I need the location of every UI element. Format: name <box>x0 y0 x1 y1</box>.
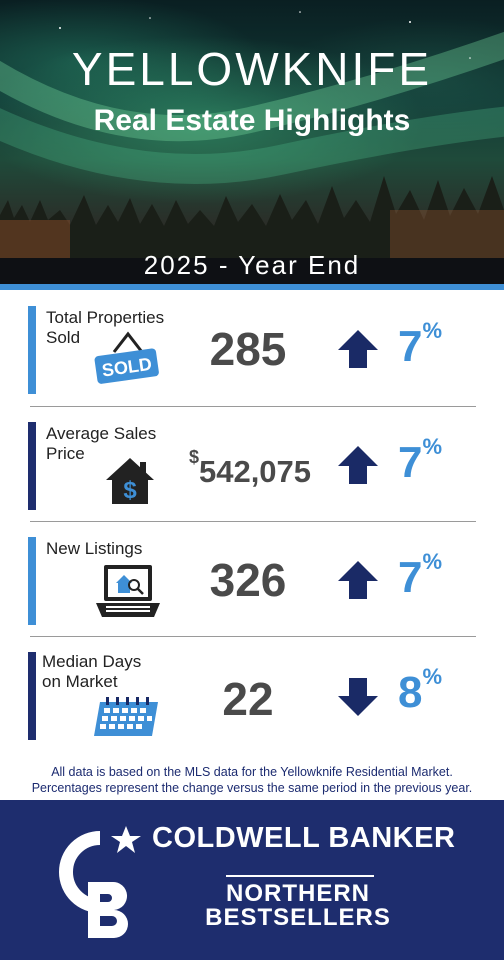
report-period: 2025 - Year End <box>143 250 361 280</box>
stat-value: 285 <box>209 323 287 375</box>
stat-value-number: 542,075 <box>198 454 312 489</box>
stat-change: 8% <box>398 664 442 718</box>
stat-label: Total Properties Sold <box>46 308 164 348</box>
brand-office-line2: BESTSELLERS <box>205 904 391 931</box>
stat-label-line1: Total Properties <box>46 308 165 327</box>
row-accent-bar <box>28 422 36 510</box>
arrow-down-icon <box>338 678 378 716</box>
stat-row-total-sold: Total Properties Sold SOLD 285 7% <box>0 300 504 412</box>
brand-footer: COLDWELL BANKER NORTHERN BESTSELLERS <box>0 800 504 960</box>
stat-label-line2: Price <box>46 444 85 463</box>
house-dollar-text: $ <box>123 477 137 504</box>
brand-office-name: NORTHERN BESTSELLERS <box>152 882 444 930</box>
stat-value: 22 <box>222 673 274 725</box>
percentage-note: Percentages represent the change versus … <box>31 781 473 795</box>
stat-change-value: 7 <box>398 553 423 602</box>
row-accent-bar <box>28 306 36 394</box>
stat-row-average-price: Average Sales Price $ $542,075 7% <box>0 416 504 528</box>
row-divider <box>30 406 476 407</box>
stat-change-unit: % <box>422 549 443 574</box>
hero-banner: YELLOWKNIFE Real Estate Highlights 2025 … <box>0 0 504 290</box>
row-divider <box>30 521 476 522</box>
stat-label-line1: Average Sales <box>46 424 157 443</box>
brand-name: COLDWELL BANKER <box>152 822 456 854</box>
stat-label-line2: on Market <box>42 672 118 691</box>
stat-change-unit: % <box>422 318 443 343</box>
brand-office-line1: NORTHERN <box>226 880 370 907</box>
stat-change: 7% <box>398 549 442 603</box>
stat-change-value: 8 <box>398 668 423 717</box>
row-accent-bar <box>28 537 36 625</box>
arrow-up-icon <box>338 446 378 484</box>
aurora-forest-background <box>0 11 504 284</box>
stat-row-median-days: Median Days on Market 22 8% <box>0 646 504 758</box>
stat-row-new-listings: New Listings 326 7% <box>0 531 504 643</box>
stat-change-value: 7 <box>398 322 423 371</box>
hero-accent-rule <box>0 284 504 290</box>
arrow-up-icon <box>338 330 378 368</box>
stat-change-unit: % <box>422 664 443 689</box>
laptop-listing-icon <box>96 565 160 617</box>
stat-change: 7% <box>398 434 442 488</box>
stat-value: 326 <box>209 554 287 606</box>
stat-change-unit: % <box>422 434 443 459</box>
stat-change-value: 7 <box>398 438 423 487</box>
stat-change: 7% <box>398 318 442 372</box>
stat-label: Median Days on Market <box>42 652 141 692</box>
row-accent-bar <box>28 652 36 740</box>
stat-value: $542,075 <box>172 447 328 490</box>
row-divider <box>30 636 476 637</box>
house-dollar-icon: $ <box>106 458 154 504</box>
stat-label: Average Sales Price <box>46 424 156 464</box>
stat-label-line1: Median Days <box>42 652 142 671</box>
stat-label-line1: New Listings <box>46 539 143 558</box>
currency-symbol: $ <box>188 446 199 467</box>
coldwell-banker-logo-icon <box>59 826 141 938</box>
hero-subtitle: Real Estate Highlights <box>93 104 411 137</box>
hero-title: YELLOWKNIFE <box>71 43 433 95</box>
stat-label: New Listings <box>46 539 142 559</box>
sold-sign-icon: SOLD <box>94 331 159 384</box>
stat-label-line2: Sold <box>46 328 81 347</box>
data-source-note: All data is based on the MLS data for th… <box>51 765 453 779</box>
brand-divider <box>226 875 374 877</box>
calendar-icon <box>94 697 158 736</box>
arrow-up-icon <box>338 561 378 599</box>
